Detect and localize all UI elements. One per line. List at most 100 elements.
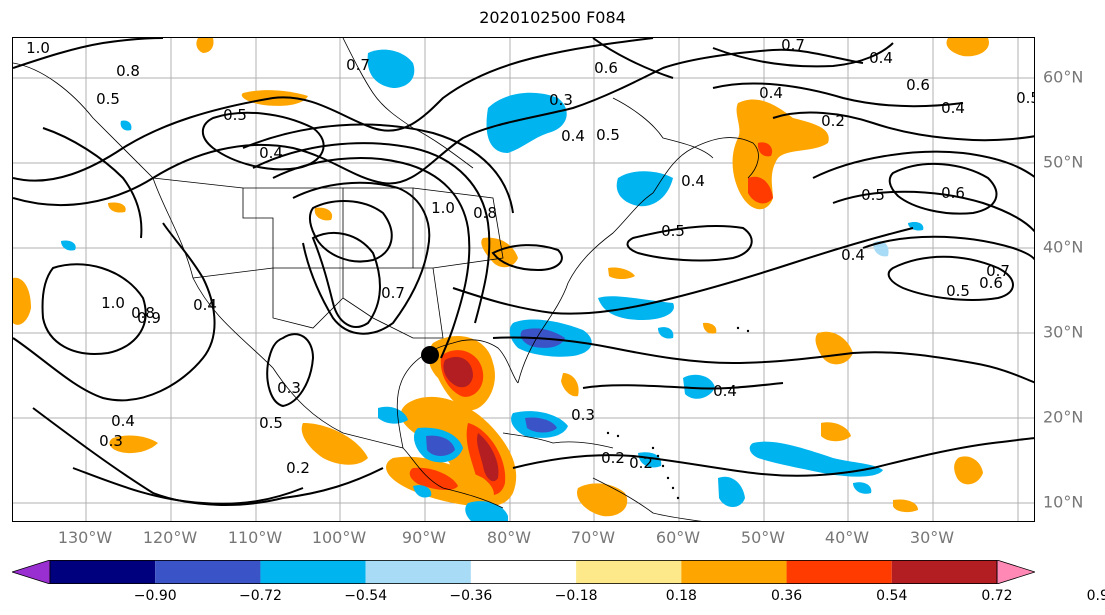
colorbar-tick-label: −0.90 bbox=[133, 588, 177, 604]
colorbar-extend-high bbox=[996, 560, 1035, 584]
contour-label: 0.4 bbox=[713, 382, 737, 400]
colorbar-segment bbox=[260, 560, 366, 584]
contour-label: 1.0 bbox=[431, 199, 455, 217]
storm-center-marker bbox=[421, 346, 439, 364]
latitude-label: 50°N bbox=[1043, 152, 1084, 172]
contour-label: 0.4 bbox=[193, 296, 217, 314]
contour-label: 0.6 bbox=[941, 184, 965, 202]
contour-label: 0.5 bbox=[96, 90, 120, 108]
contour-label: 0.2 bbox=[821, 112, 845, 130]
contour-lines bbox=[13, 38, 1034, 506]
colorbar-tick-label: 0.36 bbox=[770, 588, 803, 604]
colorbar-tick-label: 0.72 bbox=[981, 588, 1013, 604]
contour-label: 0.3 bbox=[277, 379, 301, 397]
longitude-label: 130°W bbox=[57, 528, 113, 547]
positive-anomaly-region bbox=[561, 373, 579, 397]
positive-anomaly-region bbox=[954, 456, 983, 485]
contour-label: 0.2 bbox=[601, 449, 625, 467]
positive-anomaly-region bbox=[443, 356, 473, 388]
island-dots bbox=[606, 326, 750, 500]
coastlines bbox=[13, 38, 759, 521]
contour-label: 0.9 bbox=[137, 309, 161, 327]
negative-anomaly-region bbox=[525, 417, 557, 433]
contour-label: 0.6 bbox=[906, 76, 930, 94]
negative-anomaly-region bbox=[749, 441, 883, 477]
contour-label: 0.3 bbox=[571, 406, 595, 424]
negative-anomaly-region bbox=[616, 171, 673, 207]
colorbar-segment bbox=[155, 560, 261, 584]
negative-anomaly-region bbox=[61, 240, 76, 251]
contour-labels: 1.0 0.8 0.7 0.5 0.5 0.4 0.6 0.7 0.4 0.4 0.5 0.3 0.4 0… bbox=[26, 38, 1035, 477]
contour-label: 0.6 bbox=[979, 274, 1003, 292]
contour-label: 0.5 bbox=[1016, 89, 1035, 107]
contour-label: 0.5 bbox=[223, 106, 247, 124]
positive-anomaly-region bbox=[608, 267, 635, 279]
colorbar-segment bbox=[681, 560, 787, 584]
colorbar-extend-low bbox=[12, 560, 51, 584]
longitude-label: 30°W bbox=[909, 528, 955, 547]
positive-anomaly-region bbox=[757, 142, 773, 157]
negative-anomaly-region bbox=[465, 501, 508, 521]
positive-anomaly-region bbox=[577, 483, 628, 517]
negative-anomaly-region bbox=[426, 435, 455, 456]
latitude-label: 30°N bbox=[1043, 322, 1084, 342]
contour-label: 0.4 bbox=[111, 412, 135, 430]
colorbar-segment bbox=[470, 560, 577, 584]
contour-label: 0.7 bbox=[346, 56, 370, 74]
colorbar-tick-label: −0.18 bbox=[554, 588, 598, 604]
positive-anomaly-region bbox=[13, 277, 31, 325]
longitude-label: 100°W bbox=[311, 528, 367, 547]
negative-anomaly-region bbox=[378, 406, 408, 424]
colorbar-segment bbox=[576, 560, 682, 584]
colorbar-tick-label: 0.90 bbox=[1086, 588, 1105, 604]
contour-label: 0.4 bbox=[259, 144, 283, 162]
negative-anomaly-region bbox=[367, 49, 415, 88]
contour-label: 0.7 bbox=[781, 38, 805, 54]
contour-label: 0.4 bbox=[941, 99, 965, 117]
contour-label: 0.4 bbox=[759, 84, 783, 102]
contour-label: 1.0 bbox=[26, 39, 50, 57]
longitude-label: 80°W bbox=[486, 528, 532, 547]
colorbar-tick-label: 0.18 bbox=[665, 588, 697, 604]
map-panel: 1.0 0.8 0.7 0.5 0.5 0.4 0.6 0.7 0.4 0.4 0.5 0.3 0.4 0… bbox=[12, 37, 1035, 522]
contour-label: 0.8 bbox=[116, 62, 140, 80]
positive-anomaly-region bbox=[314, 207, 333, 221]
latitude-label: 20°N bbox=[1043, 407, 1084, 427]
colorbar-tick-label: −0.72 bbox=[238, 588, 282, 604]
contour-label: 0.4 bbox=[681, 172, 705, 190]
contour-label: 0.3 bbox=[549, 91, 573, 109]
colorbar-segment bbox=[891, 560, 997, 584]
negative-anomaly-region bbox=[638, 452, 662, 468]
positive-anomaly-region bbox=[301, 423, 368, 465]
contour-label: 0.2 bbox=[286, 459, 310, 477]
contour-label: 1.0 bbox=[101, 294, 125, 312]
negative-anomaly-region bbox=[873, 241, 889, 257]
map-canvas: 1.0 0.8 0.7 0.5 0.5 0.4 0.6 0.7 0.4 0.4 0.5 0.3 0.4 0… bbox=[13, 38, 1035, 521]
contour-label: 0.7 bbox=[381, 284, 405, 302]
colorbar-tick-label: 0.54 bbox=[876, 588, 908, 604]
positive-anomaly-region bbox=[893, 499, 918, 513]
positive-anomaly-region bbox=[748, 176, 773, 204]
longitude-label: 110°W bbox=[227, 528, 283, 547]
shaded-anomalies bbox=[13, 38, 989, 521]
contour-label: 0.5 bbox=[259, 414, 283, 432]
positive-anomaly-region bbox=[409, 467, 458, 491]
negative-anomaly-region bbox=[658, 327, 674, 339]
negative-anomaly-region bbox=[853, 482, 872, 494]
negative-anomaly-region bbox=[120, 120, 132, 131]
negative-anomaly-region bbox=[413, 485, 432, 498]
colorbar-tick-label: −0.36 bbox=[449, 588, 493, 604]
contour-label: 0.5 bbox=[661, 222, 685, 240]
longitude-label: 90°W bbox=[401, 528, 447, 547]
positive-anomaly-region bbox=[815, 331, 853, 365]
positive-anomaly-region bbox=[109, 435, 158, 454]
latitude-label: 40°N bbox=[1043, 237, 1084, 257]
contour-label: 0.6 bbox=[594, 59, 618, 77]
contour-label: 0.5 bbox=[861, 186, 885, 204]
contour-label: 0.3 bbox=[99, 432, 123, 450]
negative-anomaly-region bbox=[718, 476, 745, 507]
longitude-label: 60°W bbox=[655, 528, 701, 547]
latitude-label: 10°N bbox=[1043, 492, 1084, 512]
colorbar-tick-label: −0.54 bbox=[344, 588, 388, 604]
longitude-label: 70°W bbox=[570, 528, 616, 547]
